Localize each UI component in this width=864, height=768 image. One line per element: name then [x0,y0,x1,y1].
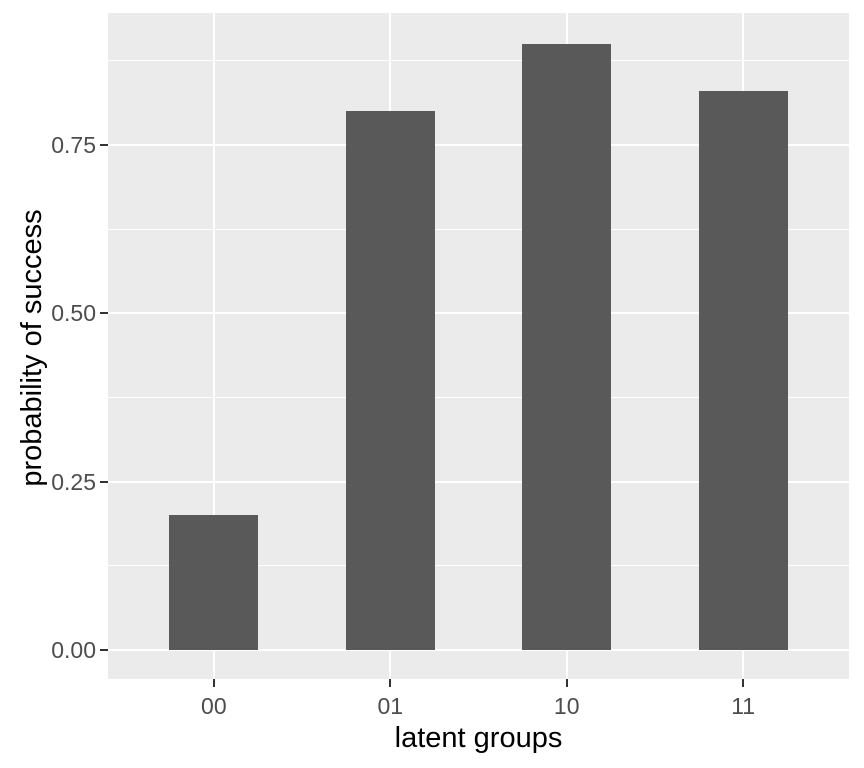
major-gridline-y [108,649,849,651]
bar-00 [169,515,259,650]
y-tick-mark [100,480,108,483]
y-tick-label: 0.25 [51,468,96,495]
x-tick-mark [212,679,215,687]
y-tick-mark [100,144,108,146]
bar-11 [698,91,788,650]
x-tick-mark [565,679,568,687]
x-tick-mark [742,679,745,687]
minor-gridline [108,60,849,62]
y-tick-label: 0.75 [51,132,96,158]
bar-01 [345,111,435,650]
y-tick-mark [100,649,108,651]
plot-panel [108,13,849,679]
major-gridline-y [108,144,849,146]
minor-gridline [108,228,849,230]
x-tick-label: 11 [731,693,756,719]
y-tick-mark [100,312,108,315]
major-gridline-y [108,480,849,483]
x-axis-title: latent groups [394,722,563,754]
y-tick-label: 0.50 [51,300,96,327]
minor-gridline [108,397,849,398]
minor-gridline [108,565,849,567]
major-gridline-y [108,312,849,315]
x-tick-mark [389,679,392,687]
x-tick-label: 10 [553,693,580,719]
major-gridline-x [212,13,215,679]
y-axis-title-text: probability of success [16,209,48,487]
bar-10 [522,44,612,650]
x-tick-label: 00 [201,693,227,719]
x-tick-label: 01 [377,693,404,719]
y-tick-label: 0.00 [51,637,96,663]
